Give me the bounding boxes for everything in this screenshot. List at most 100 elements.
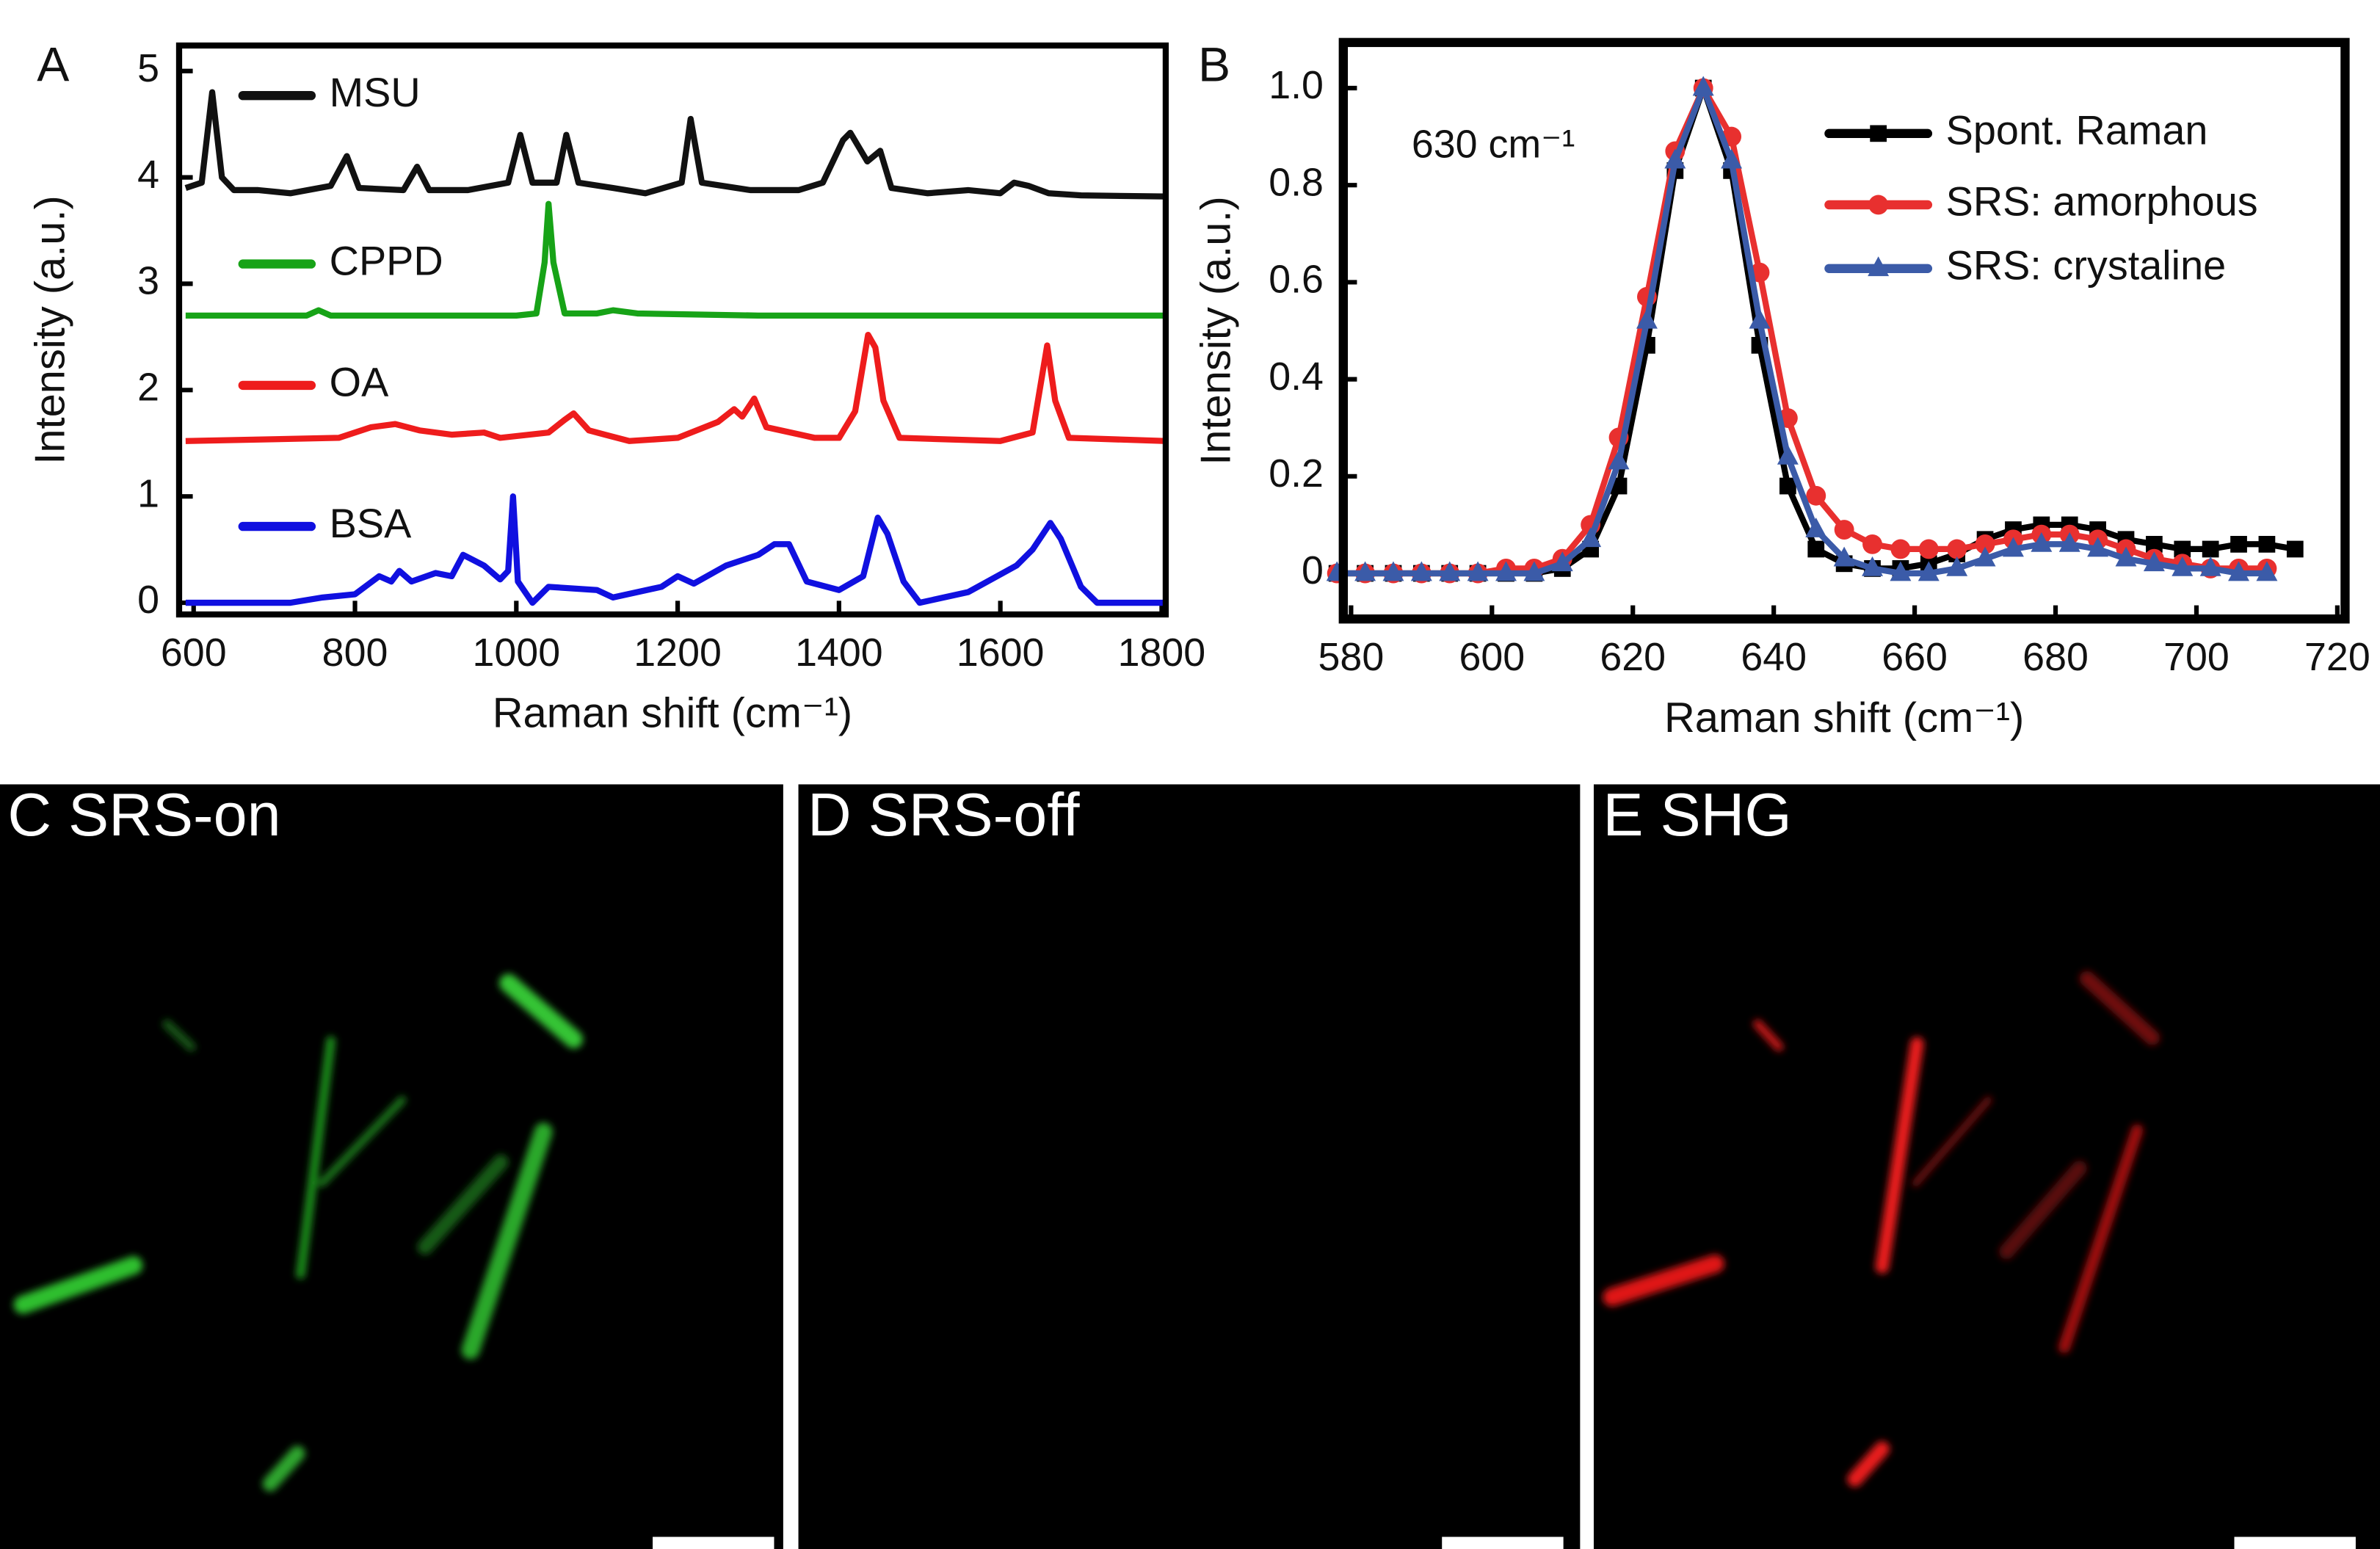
marker xyxy=(1439,561,1461,581)
y-tick-label: 0.4 xyxy=(1269,355,1324,399)
legend-marker xyxy=(1868,195,1889,215)
marker xyxy=(1410,561,1432,581)
marker xyxy=(1523,561,1545,581)
panel-label: A xyxy=(37,37,69,92)
x-tick-label: 800 xyxy=(322,631,388,675)
series-line xyxy=(1337,84,2267,577)
marker xyxy=(1721,148,1743,169)
marker xyxy=(1664,148,1686,169)
x-tick-label: 660 xyxy=(1882,635,1948,679)
x-tick-label: 600 xyxy=(161,631,227,675)
marker xyxy=(2172,556,2194,576)
marker xyxy=(2058,532,2080,552)
marker xyxy=(1467,561,1489,581)
y-tick-label: 4 xyxy=(137,153,159,197)
x-tick-label: 580 xyxy=(1318,635,1385,679)
marker xyxy=(2174,540,2191,558)
marker xyxy=(1608,449,1630,470)
x-tick-label: 1600 xyxy=(957,631,1045,675)
marker xyxy=(1890,539,1911,559)
y-tick-label: 0 xyxy=(137,578,159,622)
series-line xyxy=(185,200,1166,319)
marker xyxy=(1580,527,1602,548)
plot-frame xyxy=(1338,37,2350,624)
plot-frame xyxy=(175,42,1169,618)
x-tick-label: 1800 xyxy=(1118,631,1206,675)
x-axis-title: Raman shift (cm⁻¹) xyxy=(1664,694,2024,741)
image-panel-d xyxy=(798,784,1581,1549)
marker xyxy=(1779,477,1796,495)
marker xyxy=(1918,561,1940,581)
y-tick-label: 0.8 xyxy=(1269,160,1324,204)
marker xyxy=(1636,308,1658,329)
x-axis-title: Raman shift (cm⁻¹) xyxy=(493,690,852,737)
x-tick-label: 640 xyxy=(1741,635,1807,679)
image-title: D SRS-off xyxy=(808,780,1081,849)
marker xyxy=(2115,546,2137,567)
image-title: E SHG xyxy=(1603,780,1791,849)
marker xyxy=(1975,534,1995,554)
marker xyxy=(1495,561,1517,581)
marker xyxy=(1834,520,1854,540)
image-title: C SRS-on xyxy=(7,780,280,849)
marker xyxy=(1947,539,1967,559)
marker xyxy=(1890,561,1912,581)
marker xyxy=(1805,518,1827,537)
legend-marker xyxy=(1870,125,1887,142)
legend-label: CPPD xyxy=(330,237,443,283)
y-tick-label: 3 xyxy=(137,259,159,303)
marker xyxy=(1806,485,1826,506)
marker xyxy=(1551,551,1573,572)
marker xyxy=(1777,444,1799,465)
marker xyxy=(2258,536,2276,553)
marker xyxy=(1807,540,1825,558)
marker xyxy=(2199,556,2221,576)
marker xyxy=(2230,536,2247,553)
marker xyxy=(1862,534,1882,554)
series-line xyxy=(184,89,1166,200)
panel-label: B xyxy=(1198,37,1230,92)
marker xyxy=(1946,556,1968,576)
marker xyxy=(2143,551,2165,572)
marker xyxy=(1354,561,1376,581)
x-tick-label: 700 xyxy=(2163,635,2230,679)
legend-label: SRS: amorphous xyxy=(1946,178,2258,225)
marker xyxy=(1692,76,1714,96)
x-tick-label: 1000 xyxy=(473,631,561,675)
legend-label: BSA xyxy=(330,500,412,546)
y-tick-label: 1.0 xyxy=(1269,63,1324,107)
marker xyxy=(2286,540,2304,558)
marker xyxy=(1918,539,1939,559)
legend-label: MSU xyxy=(330,69,421,115)
marker xyxy=(2031,532,2053,552)
marker xyxy=(1749,308,1771,329)
y-tick-label: 0.6 xyxy=(1269,258,1324,302)
legend-marker xyxy=(1868,256,1890,277)
marker xyxy=(1382,561,1404,581)
marker xyxy=(2087,537,2109,557)
marker xyxy=(2256,561,2278,581)
annotation: 630 cm⁻¹ xyxy=(1412,123,1575,167)
y-tick-label: 2 xyxy=(137,366,159,410)
y-axis-title: Intensity (a.u.) xyxy=(1193,196,1240,465)
marker xyxy=(1862,556,1883,576)
chart: A 600 800 1000 1200 1400 1600 1800 0 1 2 3 4 5 Raman s… xyxy=(27,37,1206,736)
series-line xyxy=(185,493,1166,606)
chart: B 580 600 620 640 660 680 700 720 0 0.2 0.4 0.6 0.8 1.… xyxy=(1193,37,2370,741)
marker xyxy=(1833,546,1855,567)
y-tick-label: 1 xyxy=(137,471,159,515)
x-tick-label: 620 xyxy=(1600,635,1666,679)
series-line xyxy=(185,331,1167,444)
y-axis-title: Intensity (a.u.) xyxy=(27,195,74,465)
x-tick-label: 720 xyxy=(2304,635,2370,679)
marker xyxy=(2002,537,2024,557)
image-panel-c xyxy=(0,784,783,1549)
x-tick-label: 1200 xyxy=(634,631,722,675)
x-tick-label: 600 xyxy=(1459,635,1525,679)
marker xyxy=(2146,536,2163,553)
y-tick-label: 5 xyxy=(137,46,159,90)
x-tick-label: 1400 xyxy=(795,631,883,675)
x-tick-label: 680 xyxy=(2022,635,2089,679)
